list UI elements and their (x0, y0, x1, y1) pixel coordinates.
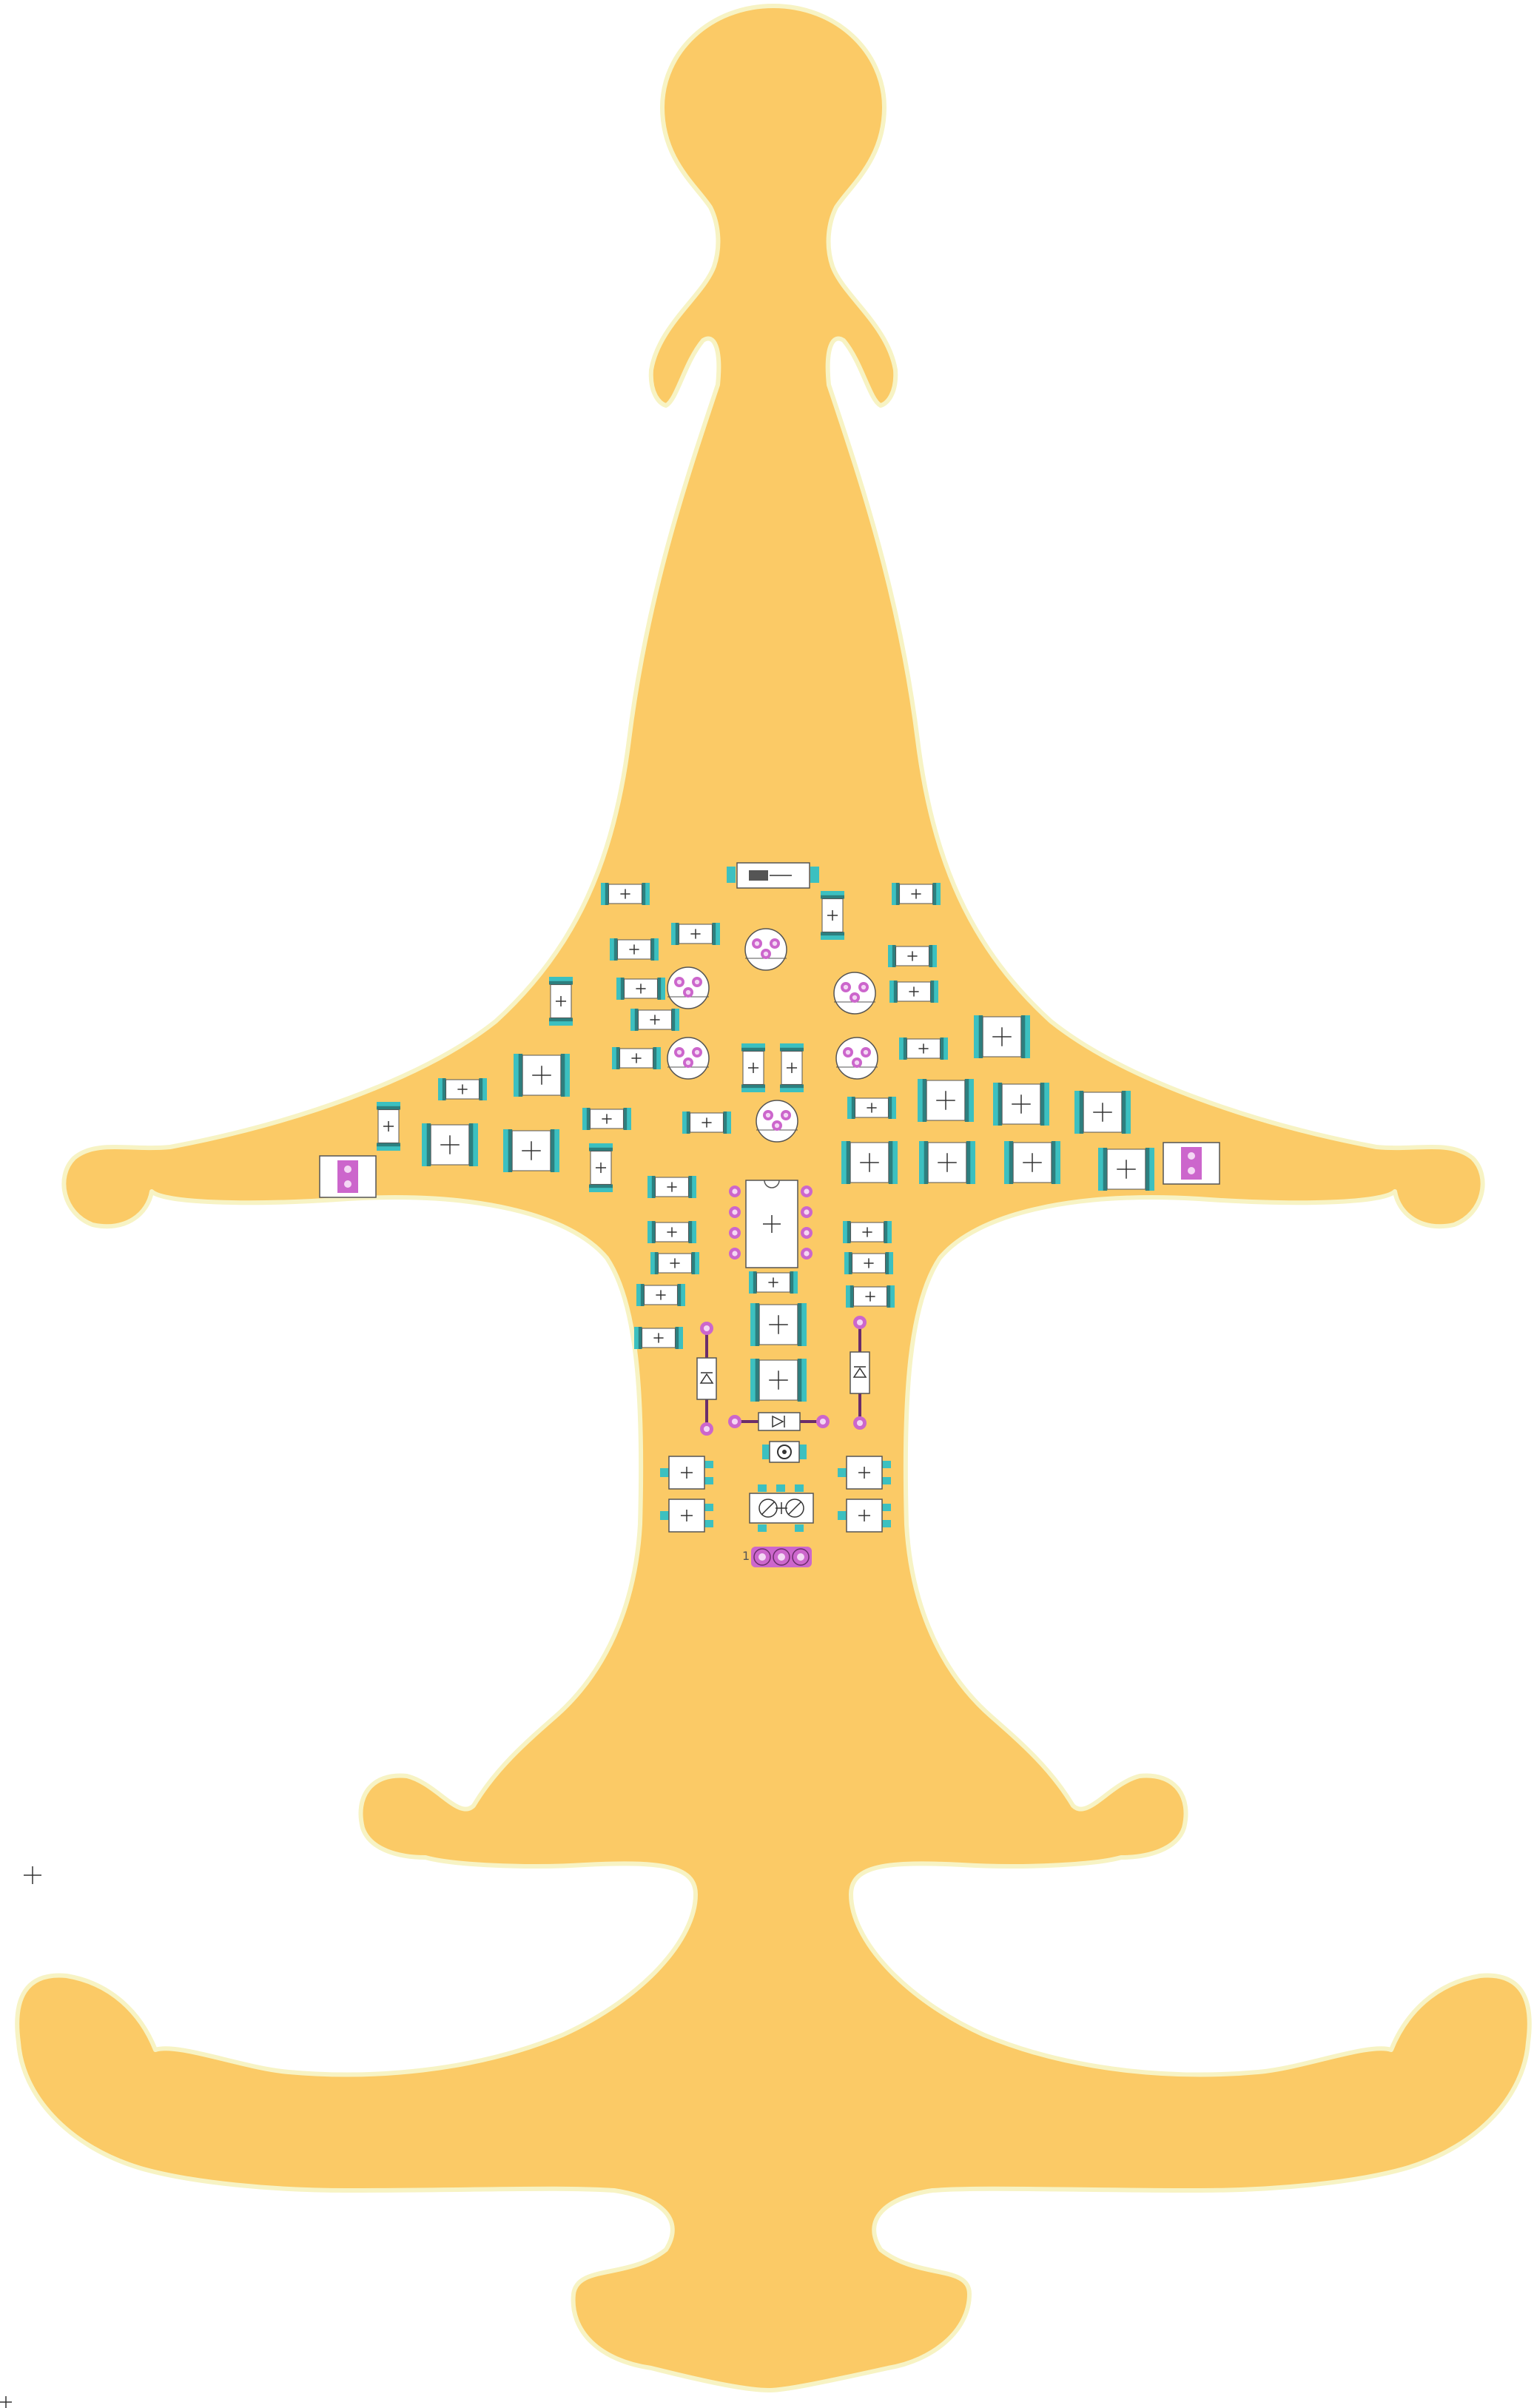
resistor (601, 883, 650, 905)
resistor (616, 978, 665, 1000)
resistor (612, 1047, 661, 1069)
capacitor (1098, 1148, 1154, 1191)
capacitor (974, 1015, 1030, 1058)
transistor (835, 1037, 878, 1080)
resistor (582, 1108, 631, 1130)
resistor (889, 981, 938, 1003)
capacitor (750, 1359, 807, 1402)
connector-2pin (319, 1155, 377, 1198)
resistor (682, 1111, 731, 1134)
capacitor (1004, 1141, 1060, 1184)
resistor (844, 1252, 893, 1274)
capacitor (919, 1141, 975, 1184)
resistor (589, 1143, 613, 1192)
capacitor (993, 1083, 1049, 1126)
resistor (630, 1009, 679, 1031)
sot-transistor (660, 1456, 713, 1490)
connector-2pin (1163, 1142, 1220, 1185)
capacitor (1074, 1091, 1131, 1134)
resistor (821, 891, 844, 940)
sot-transistor (838, 1499, 891, 1533)
resistor (892, 883, 941, 905)
resistor (377, 1102, 400, 1151)
pin-header-3 (751, 1547, 812, 1567)
resistor (438, 1078, 487, 1100)
resistor (647, 1176, 696, 1198)
capacitor (918, 1079, 974, 1122)
reference-crosshair (24, 1866, 41, 1884)
slide-switch (727, 862, 819, 889)
transistor (833, 972, 876, 1015)
capacitor (841, 1141, 898, 1184)
resistor (636, 1284, 685, 1306)
transistor (756, 1100, 798, 1143)
capacitor (503, 1129, 559, 1172)
diode (728, 1412, 830, 1431)
diode (850, 1316, 870, 1430)
origin-crosshair (0, 2396, 12, 2408)
sot-transistor (660, 1499, 713, 1533)
components-layer (319, 862, 1220, 1567)
resistor (888, 945, 937, 967)
resistor (899, 1037, 948, 1060)
transistor (667, 966, 710, 1009)
resistor (749, 1271, 798, 1294)
transistor (744, 928, 787, 971)
resistor (847, 1097, 896, 1119)
diode (696, 1322, 717, 1436)
resistor (650, 1252, 699, 1274)
resistor (741, 1043, 765, 1092)
sot-transistor (838, 1456, 891, 1490)
resistor (549, 977, 573, 1026)
resistor (634, 1327, 683, 1349)
resistor (846, 1285, 895, 1308)
capacitor (514, 1054, 570, 1097)
capacitor (422, 1123, 478, 1166)
resistor (843, 1221, 892, 1243)
resistor (610, 938, 659, 961)
resistor (647, 1221, 696, 1243)
led (762, 1441, 807, 1463)
resistor (780, 1043, 804, 1092)
capacitor (750, 1303, 807, 1346)
dip8-ic (729, 1180, 813, 1268)
resistor (671, 923, 720, 945)
trimmer-potentiometer (749, 1484, 814, 1532)
transistor (667, 1037, 710, 1080)
header-pin1-label: 1 (742, 1549, 750, 1563)
